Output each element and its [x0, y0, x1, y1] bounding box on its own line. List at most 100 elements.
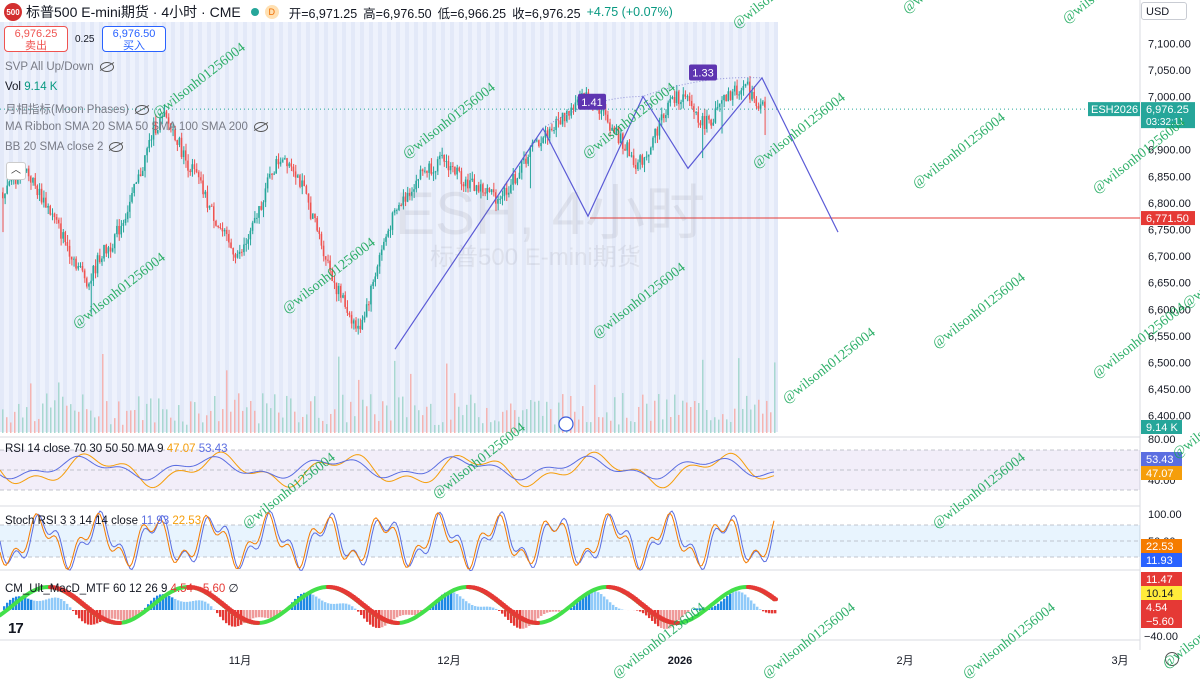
macd-histogram-bar: [114, 610, 116, 619]
candle-body: [278, 159, 280, 164]
macd-histogram-bar: [753, 604, 755, 610]
candle-body: [241, 252, 243, 253]
macd-histogram-bar: [222, 610, 224, 620]
symbol-tag: ESH2026: [1091, 104, 1138, 116]
volume-bar: [338, 357, 340, 433]
macd-histogram-bar: [549, 610, 551, 612]
volume-bar: [374, 414, 376, 433]
candle-body: [747, 82, 749, 84]
candle-body: [603, 110, 605, 111]
volume-bar: [10, 422, 12, 433]
hidden-eye-icon[interactable]: [135, 105, 149, 115]
svp-indicator[interactable]: SVP All Up/Down: [5, 61, 114, 73]
currency-selector[interactable]: USD: [1141, 2, 1187, 20]
macd-histogram-bar: [540, 610, 542, 616]
symbol-title[interactable]: 标普500 E-mini期货 · 4小时 · CME: [26, 2, 241, 22]
candle-body: [624, 149, 626, 151]
candle-body: [142, 171, 144, 176]
volume-bar: [602, 417, 604, 433]
macd-histogram-bar: [255, 610, 257, 617]
macd-legend[interactable]: CM_Ult_MacD_MTF 60 12 26 9 4.54 −5.60 ∅: [5, 581, 238, 595]
macd-axis-label: −40.00: [1144, 631, 1178, 643]
close-value: 收=6,976.25: [512, 3, 580, 22]
spread-value: 0.25: [75, 34, 94, 45]
candle-body: [740, 90, 742, 94]
volume-bar: [442, 422, 444, 433]
volume-bar: [54, 400, 56, 433]
candle-body: [562, 113, 564, 125]
candle-body: [691, 101, 693, 106]
volume-bar: [194, 402, 196, 433]
candle-body: [631, 155, 633, 156]
candle-body: [237, 254, 239, 258]
rsi-legend[interactable]: RSI 14 close 70 30 50 50 MA 9 47.07 53.4…: [5, 443, 228, 455]
candle-body: [84, 271, 86, 279]
hidden-eye-icon[interactable]: [100, 62, 114, 72]
macd-histogram-bar: [555, 610, 557, 612]
macd-histogram-bar: [759, 609, 761, 610]
candle-body: [646, 157, 648, 158]
collapse-chevron-up-icon[interactable]: ︿: [6, 162, 26, 180]
volume-bar: [90, 411, 92, 433]
macd-histogram-bar: [615, 607, 617, 610]
macd-histogram-bar: [225, 610, 227, 623]
macd-histogram-bar: [261, 610, 263, 617]
candle-body: [641, 155, 643, 164]
symbol-logo-icon: 500: [4, 3, 22, 21]
hidden-eye-icon[interactable]: [109, 142, 123, 152]
macd-histogram-bar: [606, 599, 608, 610]
macd-histogram-bar: [546, 610, 548, 613]
d-badge[interactable]: D: [265, 5, 279, 19]
volume-bar: [190, 401, 192, 433]
price-tick-label: 6,850.00: [1148, 171, 1191, 183]
sell-button[interactable]: 6,976.25 卖出: [4, 26, 68, 52]
macd-histogram-bar: [321, 601, 323, 610]
hidden-eye-icon[interactable]: [254, 122, 268, 132]
moon-indicator[interactable]: 月相指标(Moon Phases): [5, 101, 149, 117]
volume-bar: [242, 411, 244, 433]
candle-body: [312, 214, 314, 219]
volume-bar: [626, 418, 628, 433]
session-stripe: [378, 22, 382, 432]
candle-body: [120, 226, 122, 234]
session-stripe: [360, 22, 364, 432]
macd-histogram-bar: [360, 610, 362, 615]
session-stripe: [162, 22, 166, 432]
stoch-legend[interactable]: Stoch RSI 3 3 14 14 close 11.93 22.53: [5, 515, 201, 527]
candle-body: [131, 193, 133, 202]
candle-body: [228, 234, 230, 242]
volume-bar: [350, 402, 352, 433]
candle-body: [116, 226, 118, 234]
macd-histogram-bar: [339, 603, 341, 610]
session-stripe: [765, 22, 769, 432]
macd-value-1: 4.54: [171, 583, 193, 595]
volume-bar: [618, 424, 620, 433]
macd-histogram-bar: [741, 593, 743, 610]
candle-body: [222, 228, 224, 231]
macd-histogram-bar: [123, 610, 125, 621]
candle-body: [34, 178, 36, 186]
macd-histogram-bar: [771, 610, 773, 613]
candle-body: [54, 214, 56, 218]
volume-bar: [266, 403, 268, 433]
candle-body: [202, 180, 204, 194]
time-tick-label: 2月: [896, 655, 913, 667]
volume-bar: [722, 414, 724, 433]
session-stripe: [144, 22, 148, 432]
buy-button[interactable]: 6,976.50 买入: [102, 26, 166, 52]
volume-bar: [146, 404, 148, 433]
candle-body: [323, 246, 325, 257]
bb-indicator[interactable]: BB 20 SMA close 2: [5, 141, 123, 153]
candle-body: [762, 102, 764, 105]
volume-indicator[interactable]: Vol 9.14 K: [5, 81, 57, 93]
volume-bar: [246, 407, 248, 433]
candle-body: [663, 114, 665, 118]
macd-histogram-bar: [24, 598, 26, 610]
ma-ribbon-indicator[interactable]: MA Ribbon SMA 20 SMA 50 SMA 100 SMA 200: [5, 121, 268, 133]
time-tick-label: 2026: [668, 655, 692, 667]
session-stripe: [270, 22, 274, 432]
macd-histogram-bar: [636, 610, 638, 611]
macd-histogram-bar: [402, 610, 404, 615]
macd-histogram-bar: [75, 610, 77, 615]
candle-body: [114, 234, 116, 248]
